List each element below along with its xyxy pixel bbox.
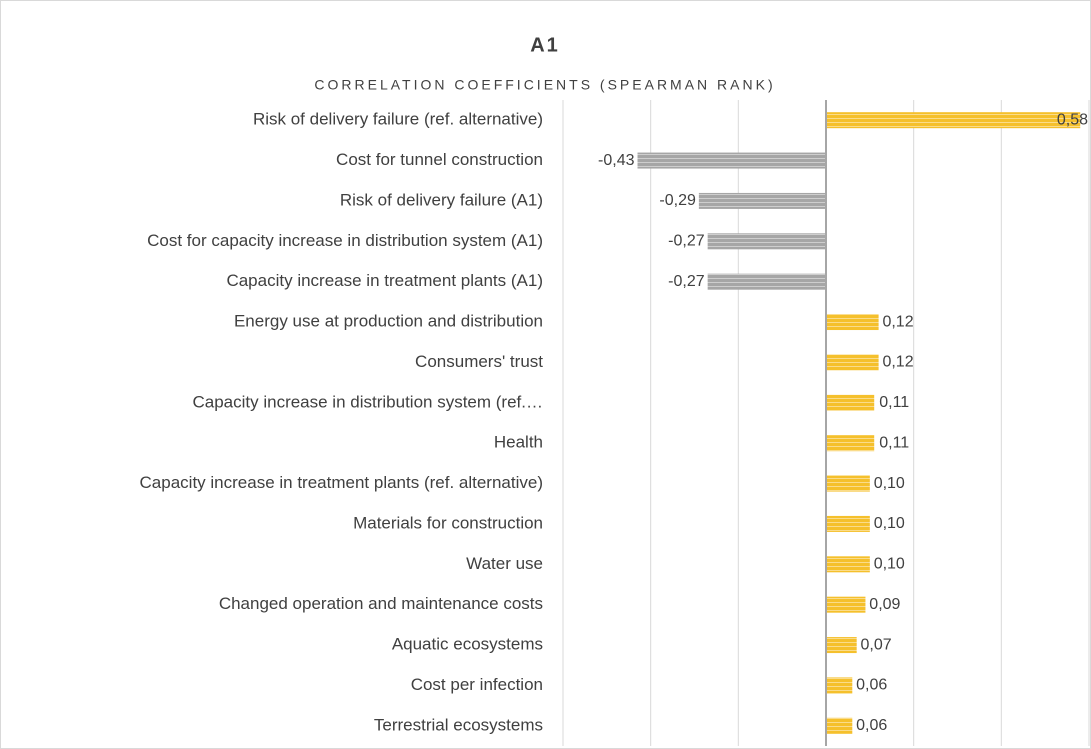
y-tick-label: Energy use at production and distributio… xyxy=(234,312,543,331)
data-label: 0,12 xyxy=(882,313,913,330)
data-label: 0,58 xyxy=(1057,111,1088,128)
bar xyxy=(826,394,875,411)
y-tick-label: Cost for tunnel construction xyxy=(336,150,543,169)
bar xyxy=(826,596,866,613)
y-tick-label: Terrestrial ecosystems xyxy=(374,715,543,734)
data-label: 0,09 xyxy=(869,596,900,613)
y-tick-label: Health xyxy=(494,433,543,452)
bar xyxy=(826,717,853,734)
chart-title: A1 xyxy=(530,34,560,56)
y-tick-label: Aquatic ecosystems xyxy=(392,635,543,654)
data-label: 0,06 xyxy=(856,677,887,694)
y-tick-label: Capacity increase in treatment plants (A… xyxy=(226,271,543,290)
bar xyxy=(707,233,826,250)
y-tick-label: Cost for capacity increase in distributi… xyxy=(147,231,543,250)
bar xyxy=(698,192,826,209)
data-label: 0,11 xyxy=(879,434,909,451)
data-label: 0,06 xyxy=(856,717,887,734)
bar xyxy=(826,637,857,654)
data-label: -0,43 xyxy=(598,152,635,169)
data-label: 0,10 xyxy=(874,515,905,532)
data-label: -0,27 xyxy=(668,273,705,290)
y-tick-label: Capacity increase in distribution system… xyxy=(192,392,543,411)
bar xyxy=(826,314,879,331)
data-label: -0,29 xyxy=(659,192,696,209)
y-tick-label: Materials for construction xyxy=(353,513,543,532)
bar xyxy=(707,273,826,290)
bar xyxy=(826,475,870,492)
bar xyxy=(826,677,853,694)
y-tick-label: Consumers' trust xyxy=(415,352,543,371)
data-label: -0,27 xyxy=(668,233,705,250)
y-tick-label: Risk of delivery failure (ref. alternati… xyxy=(253,110,543,129)
bar xyxy=(826,556,870,573)
bar xyxy=(826,435,875,452)
data-label: 0,10 xyxy=(874,475,905,492)
bar xyxy=(826,354,879,371)
y-tick-label: Capacity increase in treatment plants (r… xyxy=(140,473,543,492)
data-label: 0,12 xyxy=(882,354,913,371)
y-tick-label: Water use xyxy=(466,554,543,573)
bar xyxy=(826,112,1081,129)
y-tick-label: Cost per infection xyxy=(411,675,543,694)
y-tick-label: Changed operation and maintenance costs xyxy=(219,594,543,613)
data-label: 0,11 xyxy=(879,394,909,411)
data-label: 0,10 xyxy=(874,556,905,573)
y-tick-label: Risk of delivery failure (A1) xyxy=(340,190,543,209)
data-label: 0,07 xyxy=(861,636,892,653)
bar xyxy=(826,515,870,532)
bar xyxy=(637,152,826,169)
chart-subtitle: CORRELATION COEFFICIENTS (SPEARMAN RANK) xyxy=(314,77,775,93)
